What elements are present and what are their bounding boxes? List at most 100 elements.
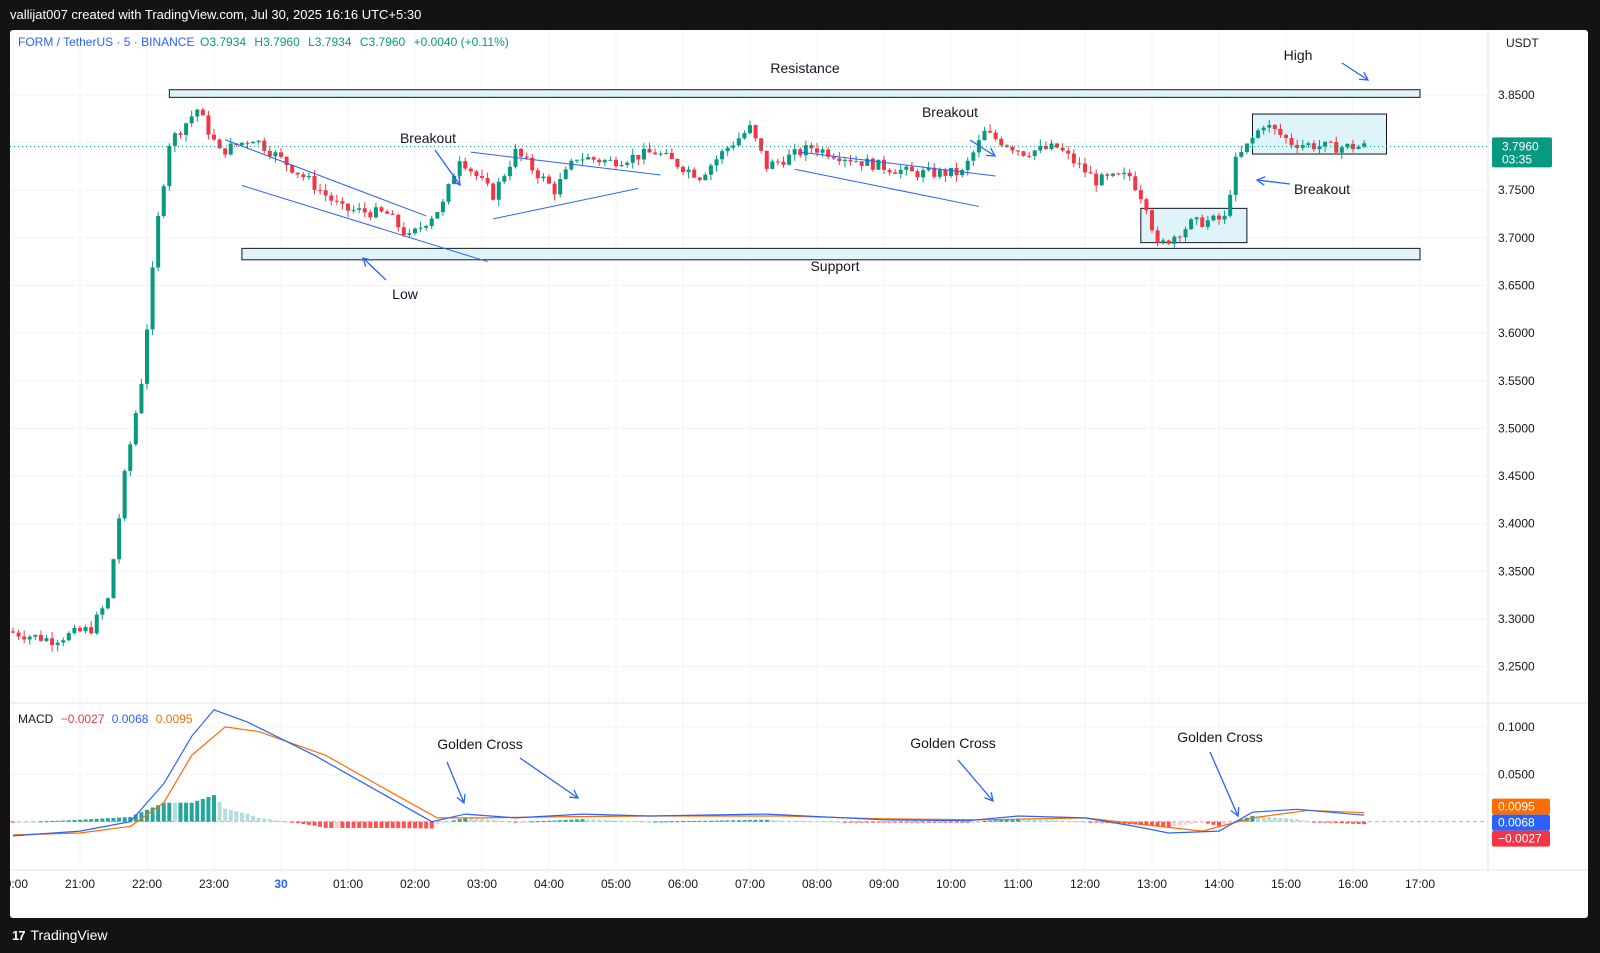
candle-body xyxy=(122,470,127,519)
annotation-arrow xyxy=(1341,62,1369,81)
candle-body xyxy=(988,130,993,133)
candle-body xyxy=(496,181,501,200)
candle-body xyxy=(1261,127,1266,131)
candle-body xyxy=(457,161,462,176)
macd-histogram-bar xyxy=(1217,821,1221,827)
macd-histogram-bar xyxy=(474,818,479,822)
macd-histogram-bar xyxy=(94,818,99,822)
macd-histogram-bar xyxy=(284,821,289,823)
macd-histogram-bar xyxy=(1060,820,1065,822)
time-tick-label: 08:00 xyxy=(802,877,832,891)
macd-histogram-bar xyxy=(22,821,27,823)
time-tick-label: 06:00 xyxy=(668,877,698,891)
candle-body xyxy=(256,140,261,142)
macd-histogram-bar xyxy=(1183,821,1188,825)
time-tick-label: 17:00 xyxy=(1405,877,1435,891)
candle-body xyxy=(574,159,579,161)
macd-histogram-bar xyxy=(932,821,937,823)
chart-panel[interactable]: Resistance Support Breakout Breakout Breakou… xyxy=(10,30,1588,918)
candle-body xyxy=(1284,134,1288,139)
macd-histogram-bar xyxy=(965,821,970,823)
candle-body xyxy=(775,161,780,163)
candle-body xyxy=(1161,240,1166,243)
candle-body xyxy=(502,176,507,182)
candle-body xyxy=(139,383,144,414)
candle-body xyxy=(273,152,278,157)
macd-histogram-bar xyxy=(1267,817,1272,822)
tradingview-logo-icon[interactable]: 17 xyxy=(12,928,26,943)
candle-body xyxy=(563,169,568,180)
macd-histogram-bar xyxy=(815,821,819,823)
macd-histogram-bar xyxy=(614,820,618,822)
candle-body xyxy=(1038,145,1043,151)
candle-body xyxy=(586,157,591,160)
candle-body xyxy=(474,171,479,177)
price-chart[interactable]: Resistance Support Breakout Breakout Breakou… xyxy=(10,30,1588,918)
macd-histogram-bar xyxy=(133,814,138,822)
candle-body xyxy=(44,638,49,641)
candle-body xyxy=(161,186,166,216)
axes: 3.85003.80003.75003.70003.65003.60003.55… xyxy=(10,88,1552,891)
footer-brand[interactable]: TradingView xyxy=(30,927,108,943)
macd-histogram-bar xyxy=(1228,821,1233,823)
macd-histogram-bar xyxy=(100,818,105,822)
macd-histogram-bar xyxy=(1105,821,1110,823)
trendlines xyxy=(224,139,996,263)
candle-body xyxy=(1127,172,1132,177)
macd-histogram-bar xyxy=(1362,821,1367,825)
legend-ohlc: O3.7934 H3.7960 L3.7934 C3.7960 +0.0040 … xyxy=(200,35,509,49)
candle-body xyxy=(22,636,27,640)
last-price-value: 3.7960 xyxy=(1502,139,1539,153)
candle-body xyxy=(1345,143,1350,148)
macd-histogram-bar xyxy=(703,820,708,822)
candle-body xyxy=(178,133,183,135)
macd-histogram-bar xyxy=(267,819,272,822)
time-tick-label: 14:00 xyxy=(1204,877,1234,891)
macd-histogram-bar xyxy=(619,820,624,822)
time-tick-label: 23:00 xyxy=(199,877,229,891)
candle-body xyxy=(1211,215,1216,221)
macd-histogram-bar xyxy=(1250,815,1255,822)
macd-histogram-bar xyxy=(55,820,60,822)
candle-body xyxy=(826,149,831,157)
candle-body xyxy=(653,152,658,155)
candle-body xyxy=(1183,229,1188,238)
zone-box xyxy=(168,89,1421,98)
macd-histogram-bar xyxy=(323,821,328,828)
candle-body xyxy=(251,141,256,144)
price-tick-label: 3.6500 xyxy=(1498,279,1535,293)
macd-histogram-bar xyxy=(502,821,507,823)
macd-histogram-bar xyxy=(882,821,886,823)
candle-body xyxy=(1032,150,1037,156)
candle-body xyxy=(736,138,741,146)
legend-symbol[interactable]: FORM / TetherUS · 5 · BINANCE xyxy=(18,35,194,49)
macd-histogram-bar xyxy=(1144,821,1149,826)
candle-body xyxy=(943,169,948,176)
macd-histogram-bar xyxy=(519,821,524,823)
macd-histogram-bar xyxy=(66,820,71,822)
candle-body xyxy=(1166,240,1171,244)
breakout-label: Breakout xyxy=(922,104,978,120)
macd-histogram-bar xyxy=(1278,817,1283,822)
high-label: High xyxy=(1284,47,1313,63)
macd-histogram-bar xyxy=(1306,821,1311,823)
candle-body xyxy=(1071,153,1076,164)
macd-histogram-bar xyxy=(820,821,825,823)
legend-change: +0.0040 (+0.11%) xyxy=(414,35,509,49)
macd-histogram-bar xyxy=(1088,821,1093,823)
candle-body xyxy=(228,143,233,155)
macd-histogram-bar xyxy=(290,821,295,823)
macd-legend-name: MACD xyxy=(18,712,54,726)
annotation-arrow xyxy=(519,757,579,799)
candle-body xyxy=(837,158,842,161)
annotation-arrow xyxy=(362,257,387,281)
candle-body xyxy=(295,172,300,175)
candle-body xyxy=(1043,145,1048,149)
macd-histogram-bar xyxy=(1010,818,1015,822)
candle-body xyxy=(1177,236,1182,238)
time-tick-label: 05:00 xyxy=(601,877,631,891)
macd-histogram-bar xyxy=(759,819,764,822)
legend-low: 3.7934 xyxy=(315,35,352,49)
candle-body xyxy=(524,156,529,158)
currency-label[interactable]: USDT xyxy=(1506,36,1539,50)
